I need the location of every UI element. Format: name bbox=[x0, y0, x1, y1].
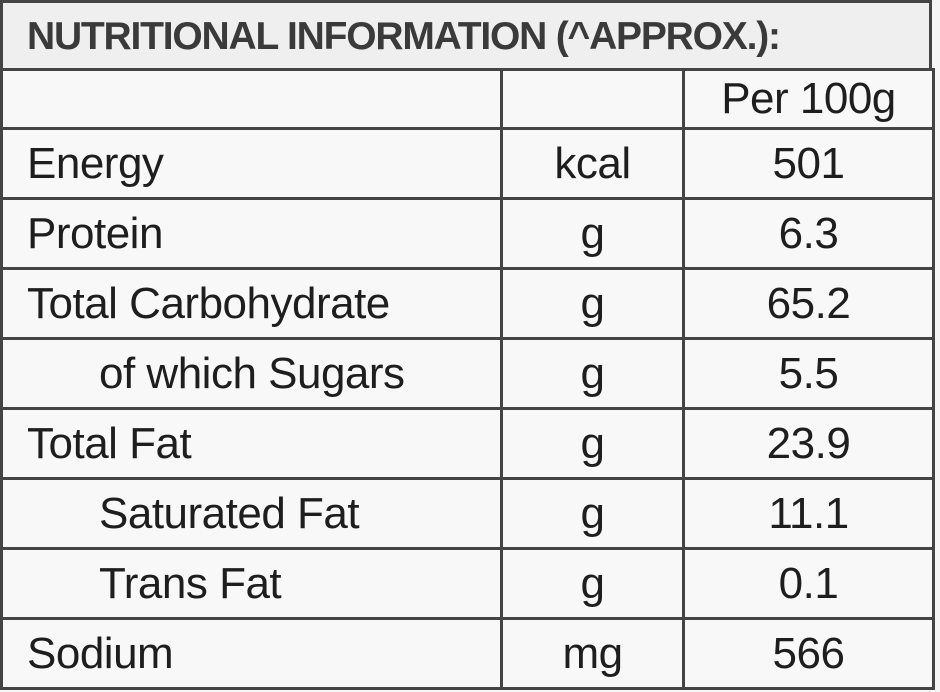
amount: 65.2 bbox=[682, 267, 935, 340]
amount: 23.9 bbox=[682, 407, 935, 480]
row: Saturated Fat g 11.1 bbox=[0, 477, 935, 550]
row: Sodium mg 566 bbox=[0, 617, 935, 690]
amount: 5.5 bbox=[682, 337, 935, 410]
nutrient: Energy bbox=[0, 127, 503, 200]
row: Total Carbohydrate g 65.2 bbox=[0, 267, 935, 340]
amount: 0.1 bbox=[682, 547, 935, 620]
unit: g bbox=[500, 197, 685, 270]
unit: g bbox=[500, 407, 685, 480]
unit: g bbox=[500, 337, 685, 410]
unit: g bbox=[500, 267, 685, 340]
label-title: NUTRITIONAL INFORMATION (^APPROX.): bbox=[0, 0, 932, 68]
amount: 11.1 bbox=[682, 477, 935, 550]
nutrient: Sodium bbox=[0, 617, 503, 690]
nutrition-table: Per 100g Energy kcal 501 Protein g 6.3 Total… bbox=[0, 68, 935, 690]
nutrient: Protein bbox=[0, 197, 503, 270]
amount: 6.3 bbox=[682, 197, 935, 270]
header-cell bbox=[0, 68, 503, 130]
header-cell bbox=[500, 68, 685, 130]
row: Protein g 6.3 bbox=[0, 197, 935, 270]
header-row: Per 100g bbox=[0, 68, 935, 130]
amount: 566 bbox=[682, 617, 935, 690]
row: of which Sugars g 5.5 bbox=[0, 337, 935, 410]
nutrient: Trans Fat bbox=[0, 547, 503, 620]
nutrient: of which Sugars bbox=[0, 337, 503, 410]
row: Energy kcal 501 bbox=[0, 127, 935, 200]
unit: kcal bbox=[500, 127, 685, 200]
unit: g bbox=[500, 477, 685, 550]
row: Trans Fat g 0.1 bbox=[0, 547, 935, 620]
nutrient: Total Carbohydrate bbox=[0, 267, 503, 340]
nutrient: Saturated Fat bbox=[0, 477, 503, 550]
header-cell: Per 100g bbox=[682, 68, 935, 130]
amount: 501 bbox=[682, 127, 935, 200]
unit: mg bbox=[500, 617, 685, 690]
nutrient: Total Fat bbox=[0, 407, 503, 480]
unit: g bbox=[500, 547, 685, 620]
row: Total Fat g 23.9 bbox=[0, 407, 935, 480]
